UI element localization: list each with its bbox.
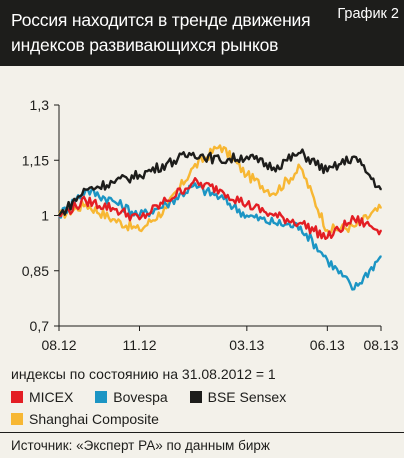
legend-swatch-bovespa (95, 391, 108, 403)
chart-note: индексы по состоянию на 31.08.2012 = 1 (11, 366, 276, 382)
chart-number-badge: График 2 (337, 6, 399, 22)
legend-label-bovespa: Bovespa (113, 389, 168, 405)
legend-item-bovespa: Bovespa (95, 389, 168, 405)
legend-item-micex: MICEX (11, 389, 73, 405)
data-point-shanghai-composite (380, 207, 382, 209)
legend-swatch-shanghai-composite (11, 413, 23, 425)
data-point-shanghai-composite (299, 167, 302, 169)
legend-row-1: MICEX Bovespa BSE Sensex (11, 389, 304, 407)
data-point-bovespa (165, 203, 167, 206)
data-point-micex (246, 203, 248, 206)
y-tick-label: 1,15 (22, 152, 49, 168)
legend-label-bse-sensex: BSE Sensex (207, 389, 287, 405)
data-point-shanghai-composite (165, 207, 167, 209)
data-point-micex (85, 200, 87, 202)
x-tick-label: 08.12 (41, 337, 76, 353)
data-point-bse-sensex (380, 189, 382, 191)
data-point-bovespa (326, 259, 328, 261)
data-point-shanghai-composite (246, 174, 248, 176)
data-point-bse-sensex (138, 174, 141, 176)
x-tick-label: 08.13 (363, 337, 398, 353)
data-point-bovespa (353, 288, 355, 290)
chart-series (57, 144, 383, 291)
data-point-bovespa (192, 185, 194, 187)
data-point-bovespa (112, 200, 114, 202)
legend-swatch-micex (11, 391, 23, 403)
data-point-bse-sensex (85, 189, 87, 191)
data-point-bse-sensex (112, 181, 114, 183)
chart-tick-labels: 1,3 1,15 1 0,85 0,7 08.12 11.12 03.13 06.13 08.13 (22, 97, 399, 353)
y-tick-label: 0,85 (22, 263, 49, 279)
data-point-bse-sensex (165, 163, 167, 165)
data-point-bse-sensex (192, 152, 194, 154)
source-divider (0, 432, 404, 433)
data-point-bovespa (219, 196, 221, 198)
data-point-micex (299, 222, 302, 224)
data-point-bovespa (246, 214, 248, 217)
data-point-bse-sensex (58, 214, 60, 217)
line-chart: 1,3 1,15 1 0,85 0,7 08.12 11.12 03.13 06.13 08.13 (22, 97, 399, 353)
x-tick-label: 11.12 (123, 337, 157, 353)
data-point-shanghai-composite (138, 229, 141, 231)
data-point-micex (138, 218, 141, 220)
data-point-bovespa (138, 214, 141, 217)
data-point-micex (112, 207, 114, 209)
data-point-shanghai-composite (192, 167, 194, 169)
source-note: Источник: «Эксперт РА» по данным бирж (11, 438, 270, 453)
data-point-bovespa (299, 225, 302, 228)
data-point-shanghai-composite (353, 225, 355, 228)
data-point-micex (273, 214, 275, 217)
data-point-micex (380, 229, 382, 231)
data-point-shanghai-composite (273, 192, 275, 194)
chart-header: Россия находится в тренде движения индек… (0, 0, 404, 66)
legend-label-micex: MICEX (29, 389, 74, 405)
data-point-shanghai-composite (219, 144, 221, 147)
data-point-micex (192, 181, 194, 183)
data-point-bse-sensex (246, 155, 248, 158)
data-point-micex (326, 237, 328, 239)
chart-title: Россия находится в тренде движения индек… (11, 10, 311, 55)
y-tick-label: 1,3 (30, 97, 50, 113)
legend-row-2: Shanghai Composite (11, 411, 177, 429)
x-tick-label: 03.13 (229, 337, 264, 353)
data-point-bse-sensex (326, 170, 328, 172)
legend-item-shanghai-composite: Shanghai Composite (11, 411, 159, 427)
y-tick-label: 0,7 (30, 318, 50, 334)
x-tick-label: 06.13 (310, 337, 345, 353)
chart-axes (54, 104, 382, 331)
data-point-shanghai-composite (326, 229, 328, 231)
data-point-bse-sensex (273, 167, 275, 169)
legend-item-bse-sensex: BSE Sensex (189, 389, 287, 405)
data-point-bse-sensex (219, 159, 221, 161)
data-point-bse-sensex (353, 155, 355, 158)
y-tick-label: 1 (41, 208, 49, 224)
data-point-bovespa (380, 255, 382, 257)
data-point-micex (165, 200, 167, 202)
data-point-bovespa (273, 222, 275, 224)
data-point-bse-sensex (299, 152, 302, 154)
data-point-shanghai-composite (112, 218, 114, 220)
data-point-micex (353, 218, 355, 220)
legend-label-shanghai-composite: Shanghai Composite (29, 411, 159, 427)
legend-swatch-bse-sensex (189, 391, 202, 403)
data-point-micex (219, 189, 221, 191)
